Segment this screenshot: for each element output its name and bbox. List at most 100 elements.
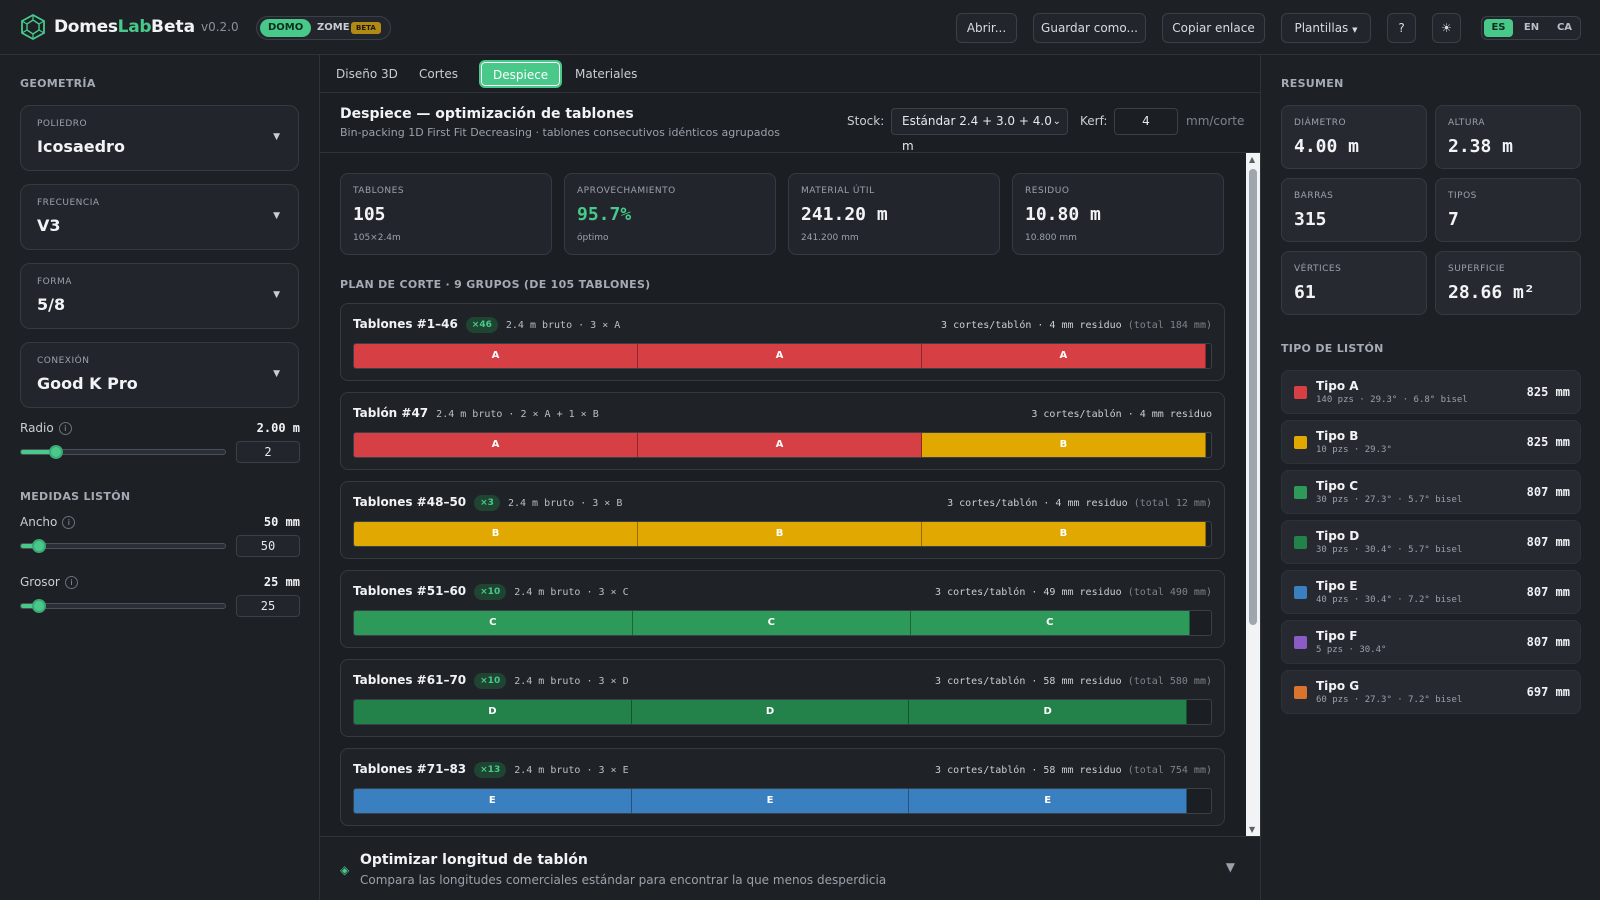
type-length: 697 mm	[1526, 685, 1570, 699]
type-name: Tipo D	[1316, 529, 1360, 543]
chevron-down-icon: ▼	[273, 132, 280, 142]
tab-cortes[interactable]: Cortes	[419, 67, 458, 81]
type-color-swatch	[1294, 486, 1307, 499]
vertical-scrollbar[interactable]: ▲ ▼	[1246, 153, 1260, 836]
scroll-up-arrow-icon[interactable]: ▲	[1249, 155, 1256, 164]
open-button[interactable]: Abrir...	[956, 13, 1017, 43]
kerf-input[interactable]: 4	[1114, 108, 1178, 135]
polyhedron-select[interactable]: POLIEDRO Icosaedro ▼	[20, 105, 299, 171]
radius-slider-handle[interactable]	[48, 445, 63, 459]
shape-select[interactable]: FORMA 5/8 ▼	[20, 263, 299, 329]
card-label: DIÁMETRO	[1294, 118, 1347, 128]
strut-type-item[interactable]: Tipo F 5 pzs · 30.4° 807 mm	[1281, 620, 1581, 664]
group-description: 2.4 m bruto · 3 × C	[514, 587, 629, 598]
info-icon[interactable]: i	[64, 576, 78, 589]
group-title: Tablones #1–46	[353, 317, 458, 331]
group-count-badge: ×3	[474, 495, 500, 511]
copy-link-button[interactable]: Copiar enlace	[1162, 13, 1265, 43]
templates-button[interactable]: Plantillas ▼	[1281, 13, 1371, 43]
radius-input[interactable]: 2	[236, 441, 300, 463]
width-slider[interactable]	[20, 539, 226, 553]
scroll-down-arrow-icon[interactable]: ▼	[1249, 825, 1256, 834]
strut-type-item[interactable]: Tipo B 10 pzs · 29.3° 825 mm	[1281, 420, 1581, 464]
strut-type-item[interactable]: Tipo C 30 pzs · 27.3° · 5.7° bisel 807 m…	[1281, 470, 1581, 514]
help-button[interactable]: ?	[1387, 13, 1416, 43]
type-detail: 140 pzs · 29.3° · 6.8° bisel	[1316, 395, 1468, 405]
mode-domo-button[interactable]: DOMO	[260, 19, 312, 37]
type-detail: 30 pzs · 30.4° · 5.7° bisel	[1316, 545, 1463, 555]
top-bar: DomesLab Beta v0.2.0 DOMO ZOME BETA Abri…	[0, 0, 1600, 55]
scrollbar-thumb[interactable]	[1249, 169, 1257, 625]
strut-type-item[interactable]: Tipo A 140 pzs · 29.3° · 6.8° bisel 825 …	[1281, 370, 1581, 414]
type-name: Tipo G	[1316, 679, 1360, 693]
cut-piece: E	[631, 789, 910, 813]
summary-card-diameter: DIÁMETRO 4.00 m	[1281, 105, 1427, 169]
strut-type-item[interactable]: Tipo E 40 pzs · 30.4° · 7.2° bisel 807 m…	[1281, 570, 1581, 614]
tab-despiece[interactable]: Despiece	[478, 60, 563, 88]
cut-piece: B	[921, 433, 1206, 457]
theme-toggle-sun-icon[interactable]: ☀	[1432, 13, 1461, 43]
optimizer-title: Optimizar longitud de tablón	[360, 852, 588, 868]
info-icon[interactable]: i	[62, 516, 76, 529]
tab-diseno-3d[interactable]: Diseño 3D	[336, 67, 398, 81]
thickness-input[interactable]: 25	[236, 595, 300, 617]
stock-select[interactable]: Estándar 2.4 + 3.0 + 4.0 m ⌄	[891, 108, 1068, 153]
brand-accent: Lab	[117, 17, 152, 37]
width-input[interactable]: 50	[236, 535, 300, 557]
language-switch: ES EN CA	[1481, 16, 1581, 40]
lang-es-button[interactable]: ES	[1484, 19, 1513, 37]
app-title: Beta	[151, 17, 196, 37]
optimizer-section[interactable]: ◈ Optimizar longitud de tablón Compara l…	[320, 836, 1260, 900]
stat-card: TABLONES 105 105×2.4m	[340, 173, 552, 255]
connection-label: CONEXIÓN	[37, 356, 90, 366]
mode-zome-button[interactable]: ZOME	[317, 22, 350, 33]
frequency-select[interactable]: FRECUENCIA V3 ▼	[20, 184, 299, 250]
radius-value: 2.00 m	[256, 421, 300, 435]
width-slider-handle[interactable]	[32, 539, 47, 553]
stat-sub: 10.800 mm	[1025, 233, 1077, 243]
type-length: 807 mm	[1526, 535, 1570, 549]
thickness-slider-handle[interactable]	[32, 599, 47, 613]
connection-select[interactable]: CONEXIÓN Good K Pro ▼	[20, 342, 299, 408]
radius-slider[interactable]	[20, 445, 226, 459]
cut-piece: C	[632, 611, 911, 635]
lang-ca-button[interactable]: CA	[1556, 22, 1573, 33]
stock-value: Estándar 2.4 + 3.0 + 4.0 m	[902, 114, 1052, 153]
summary-card-surface: SUPERFICIE 28.66 m²	[1435, 251, 1581, 315]
save-as-button[interactable]: Guardar como...	[1033, 13, 1146, 43]
tab-materiales[interactable]: Materiales	[575, 67, 638, 81]
stat-label: MATERIAL ÚTIL	[801, 186, 875, 196]
type-detail: 60 pzs · 27.3° · 7.2° bisel	[1316, 695, 1463, 705]
zome-beta-badge: BETA	[351, 22, 381, 34]
group-description: 2.4 m bruto · 3 × E	[514, 765, 629, 776]
stat-value: 10.80 m	[1025, 204, 1101, 225]
cut-group: Tablón #47 2.4 m bruto · 2 × A + 1 × B 3 …	[340, 392, 1225, 470]
info-icon[interactable]: i	[58, 422, 72, 435]
radius-label: Radio	[20, 421, 54, 435]
type-name: Tipo F	[1316, 629, 1358, 643]
shape-label: FORMA	[37, 277, 72, 287]
type-detail: 30 pzs · 27.3° · 5.7° bisel	[1316, 495, 1463, 505]
thickness-slider[interactable]	[20, 599, 226, 613]
cut-group: Tablones #51–60 ×10 2.4 m bruto · 3 × C 3 …	[340, 570, 1225, 648]
cut-piece: C	[354, 611, 633, 635]
stat-value: 95.7%	[577, 204, 632, 225]
panel-title: Despiece — optimización de tablones	[340, 106, 634, 122]
medidas-title: MEDIDAS LISTÓN	[20, 490, 131, 503]
group-cuts: 3 cortes/tablón · 4 mm residuo	[947, 498, 1128, 509]
polyhedron-value: Icosaedro	[37, 137, 125, 156]
strut-type-item[interactable]: Tipo D 30 pzs · 30.4° · 5.7° bisel 807 m…	[1281, 520, 1581, 564]
group-title: Tablones #51–60	[353, 584, 467, 598]
lang-en-button[interactable]: EN	[1523, 22, 1540, 33]
group-description: 2.4 m bruto · 3 × B	[507, 498, 623, 509]
group-total: (total 490 mm)	[1127, 587, 1212, 598]
chevron-down-icon[interactable]: ▼	[1225, 860, 1235, 874]
card-label: TIPOS	[1448, 191, 1477, 201]
strut-type-item[interactable]: Tipo G 60 pzs · 27.3° · 7.2° bisel 697 m…	[1281, 670, 1581, 714]
type-color-swatch	[1294, 586, 1307, 599]
cut-piece: A	[354, 344, 638, 368]
radius-slider-fill	[21, 450, 56, 454]
type-length: 807 mm	[1526, 485, 1570, 499]
